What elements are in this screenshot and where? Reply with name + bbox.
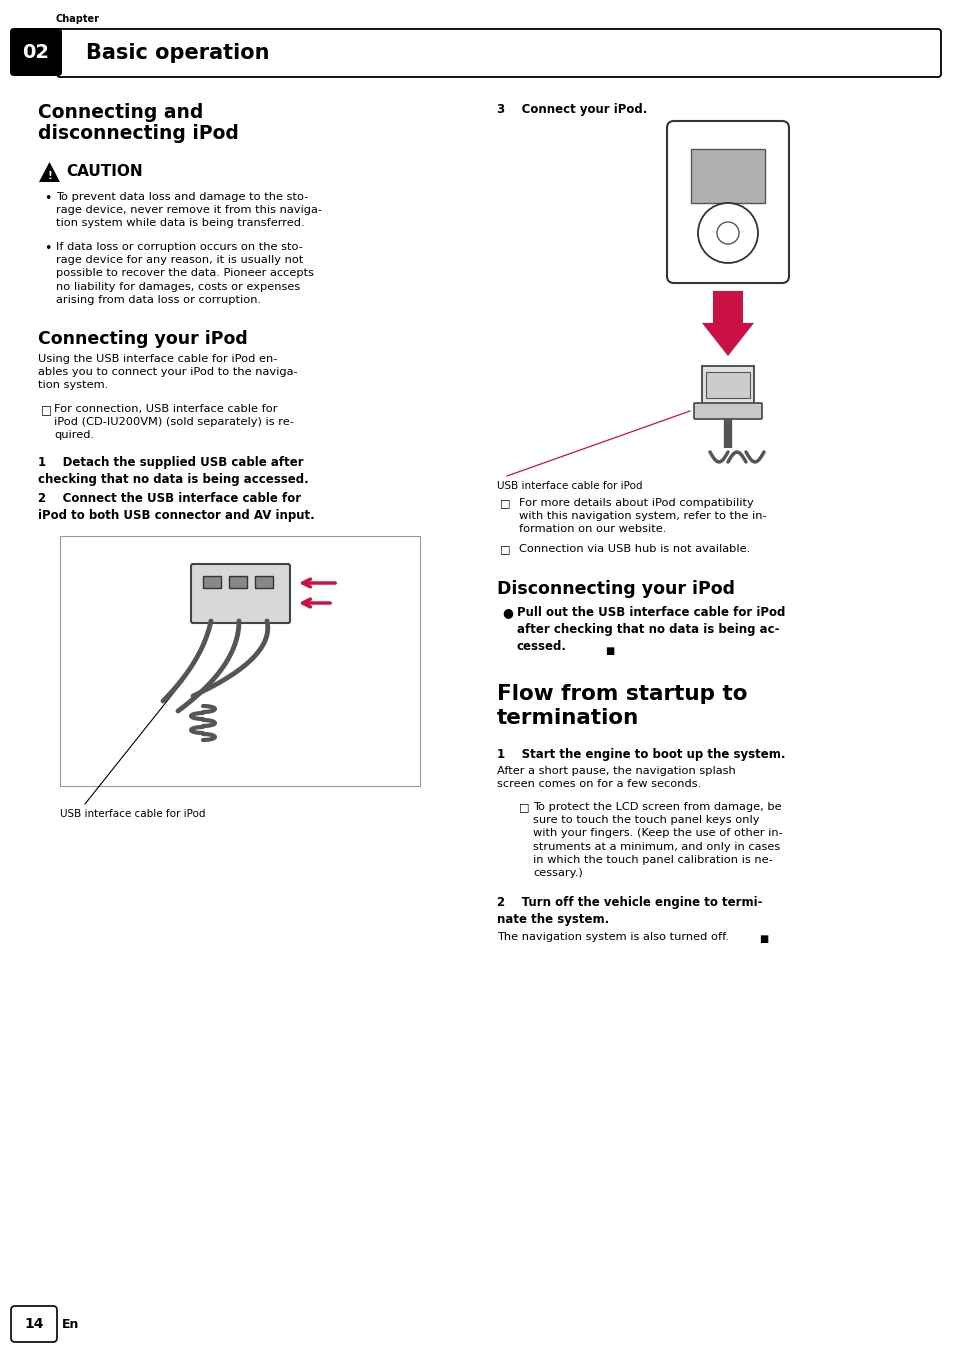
FancyBboxPatch shape (229, 576, 247, 588)
FancyBboxPatch shape (203, 576, 221, 588)
FancyBboxPatch shape (254, 576, 273, 588)
FancyBboxPatch shape (666, 120, 788, 283)
FancyBboxPatch shape (693, 403, 761, 419)
Text: •: • (44, 242, 51, 256)
Text: □: □ (499, 498, 510, 508)
Text: disconnecting iPod: disconnecting iPod (38, 124, 238, 143)
Text: !: ! (47, 170, 51, 181)
Text: For more details about iPod compatibility
with this navigation system, refer to : For more details about iPod compatibilit… (518, 498, 766, 534)
Text: 2    Turn off the vehicle engine to termi-
nate the system.: 2 Turn off the vehicle engine to termi- … (497, 896, 761, 926)
Text: To prevent data loss and damage to the sto-
rage device, never remove it from th: To prevent data loss and damage to the s… (56, 192, 322, 228)
Text: ●: ● (501, 606, 513, 619)
Text: Flow from startup to: Flow from startup to (497, 684, 747, 704)
FancyBboxPatch shape (11, 1306, 57, 1343)
FancyBboxPatch shape (191, 564, 290, 623)
Text: 3    Connect your iPod.: 3 Connect your iPod. (497, 103, 647, 116)
Text: Connecting your iPod: Connecting your iPod (38, 330, 248, 347)
Text: ■: ■ (759, 934, 767, 944)
Text: Disconnecting your iPod: Disconnecting your iPod (497, 580, 734, 598)
Text: Connecting and: Connecting and (38, 103, 203, 122)
Text: ■: ■ (604, 646, 614, 656)
Circle shape (698, 203, 758, 264)
Text: Connection via USB hub is not available.: Connection via USB hub is not available. (518, 544, 749, 554)
Text: Using the USB interface cable for iPod en-
ables you to connect your iPod to the: Using the USB interface cable for iPod e… (38, 354, 297, 391)
FancyBboxPatch shape (60, 535, 419, 786)
Text: USB interface cable for iPod: USB interface cable for iPod (60, 808, 205, 819)
Text: En: En (62, 1317, 79, 1330)
Text: CAUTION: CAUTION (66, 164, 143, 178)
Text: 02: 02 (23, 42, 50, 61)
Text: USB interface cable for iPod: USB interface cable for iPod (497, 481, 641, 491)
Text: Pull out the USB interface cable for iPod
after checking that no data is being a: Pull out the USB interface cable for iPo… (517, 606, 784, 653)
FancyBboxPatch shape (10, 28, 62, 76)
Text: Basic operation: Basic operation (86, 43, 269, 64)
Circle shape (717, 222, 739, 243)
Text: To protect the LCD screen from damage, be
sure to touch the touch panel keys onl: To protect the LCD screen from damage, b… (533, 802, 781, 877)
Text: termination: termination (497, 708, 639, 727)
FancyBboxPatch shape (57, 28, 940, 77)
Text: After a short pause, the navigation splash
screen comes on for a few seconds.: After a short pause, the navigation spla… (497, 767, 735, 790)
Text: □: □ (41, 404, 52, 416)
Text: The navigation system is also turned off.: The navigation system is also turned off… (497, 932, 728, 942)
Text: If data loss or corruption occurs on the sto-
rage device for any reason, it is : If data loss or corruption occurs on the… (56, 242, 314, 304)
Polygon shape (39, 162, 60, 183)
Text: For connection, USB interface cable for
iPod (CD-IU200VM) (sold separately) is r: For connection, USB interface cable for … (54, 404, 294, 441)
Polygon shape (712, 291, 742, 323)
Text: •: • (44, 192, 51, 206)
Text: □: □ (518, 802, 529, 813)
Polygon shape (701, 323, 753, 356)
Text: □: □ (499, 544, 510, 554)
Text: 14: 14 (24, 1317, 44, 1330)
FancyBboxPatch shape (690, 149, 764, 203)
FancyBboxPatch shape (705, 372, 749, 397)
Text: 2    Connect the USB interface cable for
iPod to both USB connector and AV input: 2 Connect the USB interface cable for iP… (38, 492, 314, 522)
Text: 1    Detach the supplied USB cable after
checking that no data is being accessed: 1 Detach the supplied USB cable after ch… (38, 456, 309, 485)
Text: Chapter: Chapter (56, 14, 100, 24)
FancyBboxPatch shape (701, 366, 753, 404)
Text: 1    Start the engine to boot up the system.: 1 Start the engine to boot up the system… (497, 748, 784, 761)
